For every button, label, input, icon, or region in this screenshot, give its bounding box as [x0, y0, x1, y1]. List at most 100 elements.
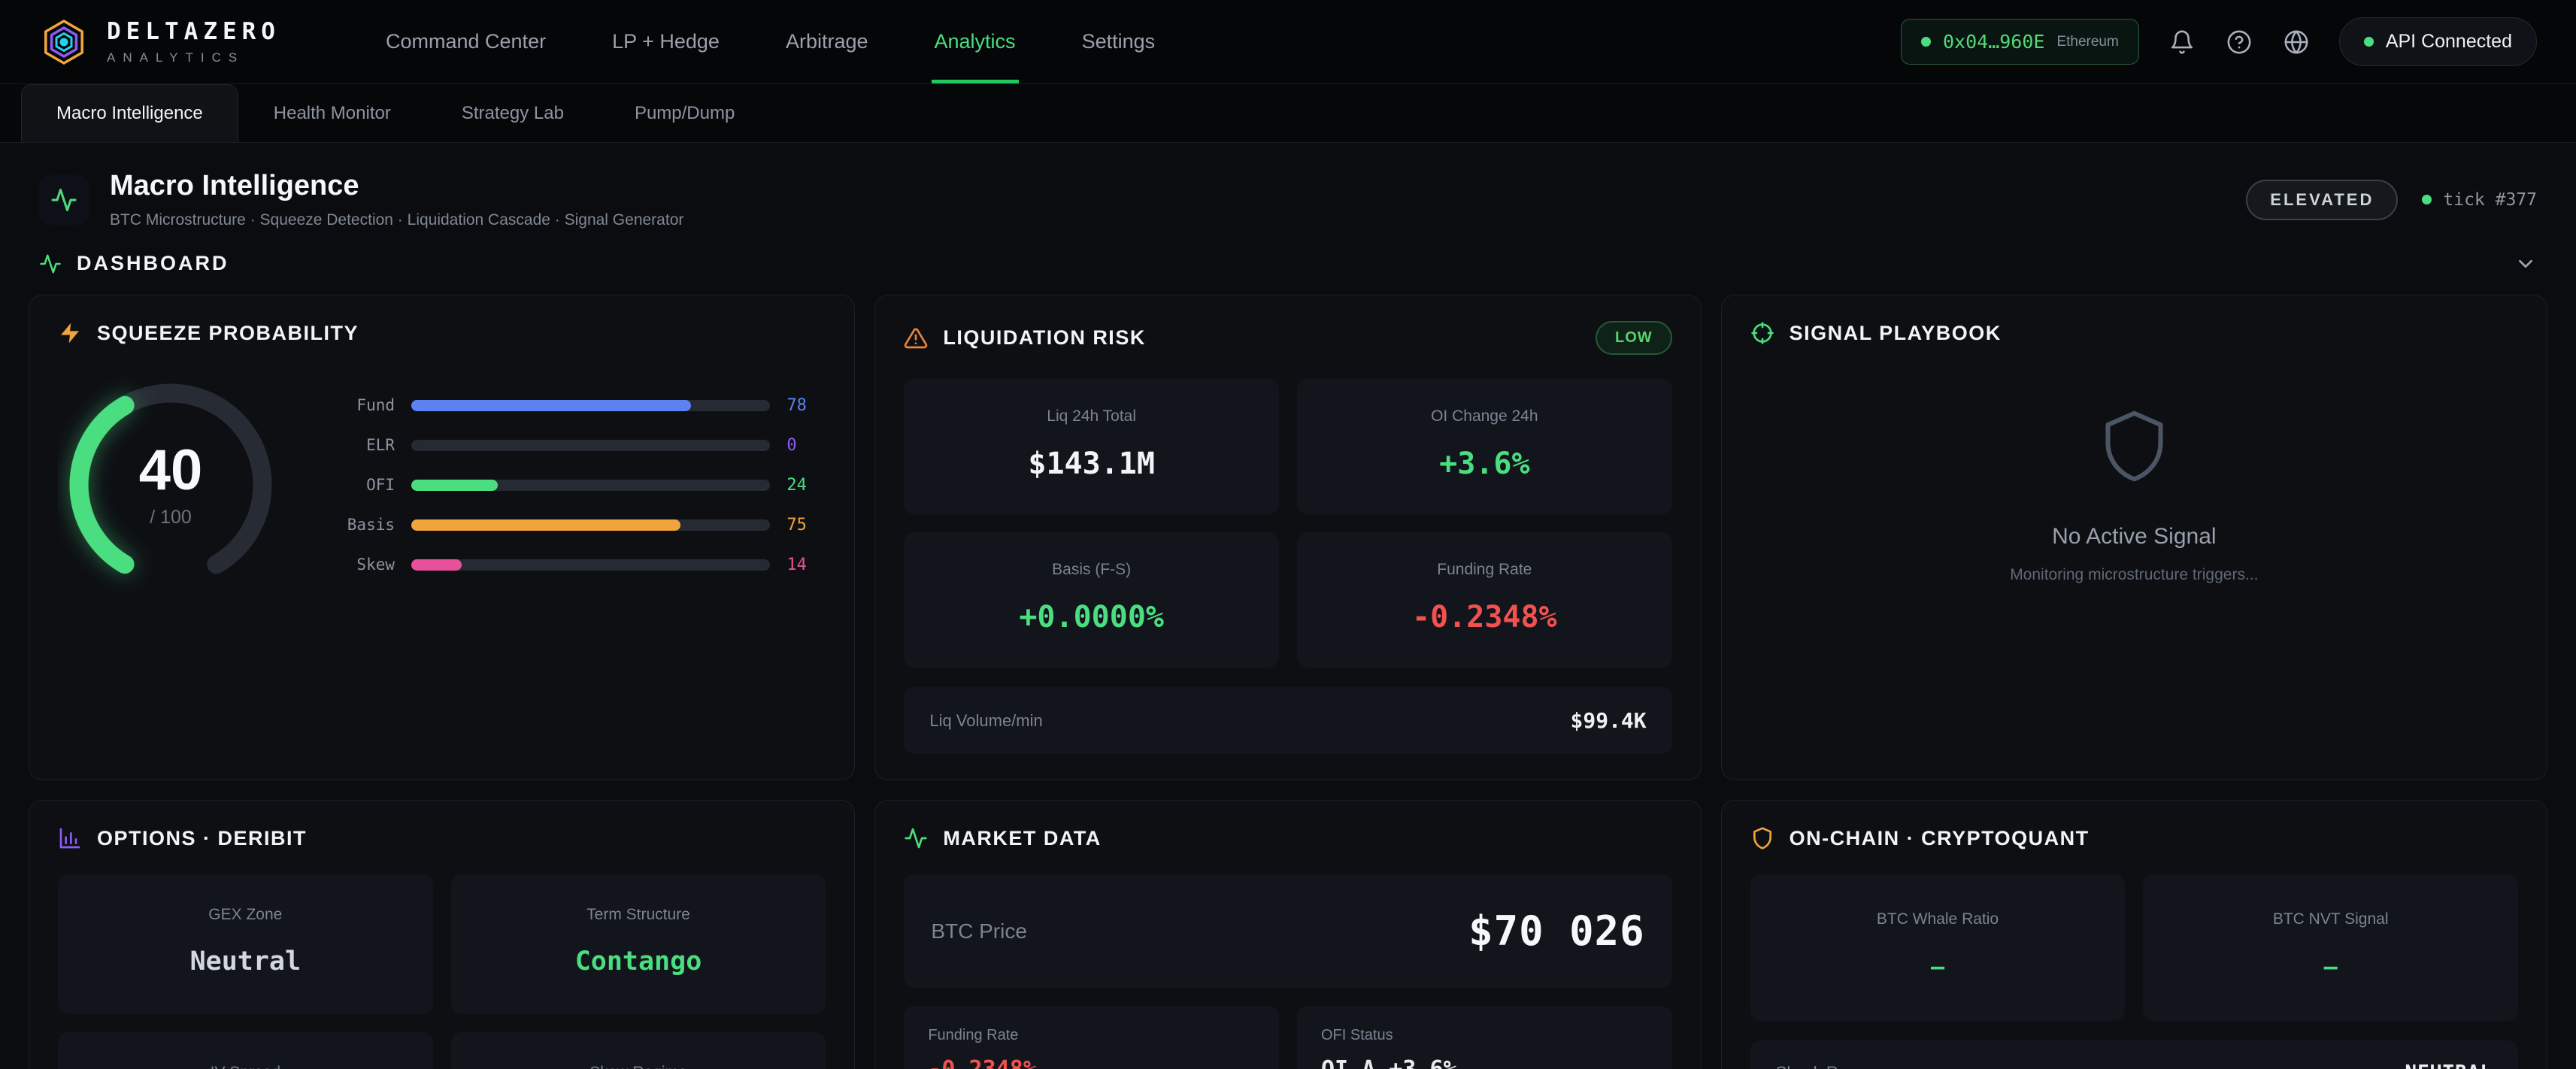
help-button[interactable]	[2225, 28, 2253, 56]
stat-liq-24h-total: Liq 24h Total $143.1M	[904, 379, 1279, 514]
stat-label: Funding Rate	[1437, 561, 1532, 578]
factor-bar-fill	[411, 559, 462, 571]
stat-label: Basis (F-S)	[1052, 561, 1132, 578]
factor-bar-track	[411, 519, 771, 531]
factor-row-fund: Fund 78	[327, 396, 826, 415]
brand-text: DELTAZERO ANALYTICS	[107, 18, 280, 65]
squeeze-factor-bars: Fund 78 ELR 0 OFI 24 Ba	[327, 396, 826, 574]
activity-icon	[905, 828, 927, 849]
card-header: SIGNAL PLAYBOOK	[1750, 321, 2518, 345]
activity-icon	[51, 188, 77, 211]
globe-icon	[2284, 30, 2308, 53]
squeeze-probability-card: SQUEEZE PROBABILITY 40 / 100 Fund	[29, 295, 856, 780]
tab-macro-intelligence[interactable]: Macro Intelligence	[21, 84, 238, 142]
stat-label: GEX Zone	[208, 906, 283, 923]
row-value: NEUTRAL	[2405, 1061, 2493, 1069]
bar-chart-icon	[59, 828, 80, 849]
nav-arbitrage[interactable]: Arbitrage	[785, 30, 868, 53]
price-label: BTC Price	[931, 919, 1027, 943]
btc-price-row: BTC Price $70 026	[904, 874, 1672, 988]
top-bar-right: 0x04…960E Ethereum API Connected	[1900, 17, 2537, 66]
no-signal-subtitle: Monitoring microstructure triggers...	[2010, 565, 2259, 583]
stat-skew-regime: Skew Regime Neutral	[450, 1032, 826, 1069]
stat-value: +3.6%	[1439, 447, 1530, 481]
onchain-stats: BTC Whale Ratio — BTC NVT Signal —	[1750, 874, 2518, 1021]
factor-label: OFI	[366, 476, 395, 494]
row-label: Shock Response	[1776, 1063, 1901, 1069]
options-stats: GEX Zone Neutral Term Structure Contango…	[58, 874, 826, 1069]
brand-name: DELTAZERO	[107, 18, 280, 45]
factor-row-basis: Basis 75	[327, 516, 826, 534]
chevron-down-icon[interactable]	[2514, 253, 2537, 275]
brand[interactable]: DELTAZERO ANALYTICS	[39, 17, 280, 67]
card-header: OPTIONS · DERIBIT	[58, 826, 826, 850]
stat-label: IV Spread	[73, 1064, 418, 1069]
page-title-block: Macro Intelligence BTC Microstructure · …	[110, 170, 683, 229]
nav-settings[interactable]: Settings	[1081, 30, 1156, 53]
factor-bar-fill	[411, 399, 692, 411]
stat-label: OI Change 24h	[1431, 407, 1538, 425]
options-deribit-card: OPTIONS · DERIBIT GEX Zone Neutral Term …	[29, 800, 856, 1069]
stat-value: $143.1M	[1028, 447, 1155, 481]
gauge-arc	[69, 383, 272, 586]
card-header: SQUEEZE PROBABILITY	[58, 321, 826, 345]
tick-status-dot	[2422, 195, 2432, 204]
section-title: DASHBOARD	[77, 252, 229, 274]
factor-label: Basis	[347, 516, 395, 534]
nav-command-center[interactable]: Command Center	[385, 30, 547, 53]
dashboard-grid: SQUEEZE PROBABILITY 40 / 100 Fund	[0, 295, 2576, 1069]
gauge-value-block: 40 / 100	[58, 372, 283, 598]
card-title: MARKET DATA	[943, 826, 1102, 849]
page-subtitle: BTC Microstructure · Squeeze Detection ·…	[110, 211, 684, 229]
squeeze-body: 40 / 100 Fund 78 ELR 0	[58, 369, 826, 598]
stat-value: Neutral	[189, 946, 302, 977]
page-header-right: ELEVATED tick #377	[2246, 179, 2537, 220]
squeeze-gauge: 40 / 100	[58, 372, 283, 598]
tab-pump-dump[interactable]: Pump/Dump	[634, 102, 735, 123]
dashboard-section-header: DASHBOARD	[0, 241, 2576, 295]
stat-value: —	[2323, 954, 2338, 980]
card-title: LIQUIDATION RISK	[943, 326, 1146, 349]
lightning-bolt-icon	[61, 323, 79, 344]
shock-response-row: Shock Response NEUTRAL	[1750, 1040, 2518, 1069]
factor-label: Skew	[356, 556, 395, 574]
nav-lp-hedge[interactable]: LP + Hedge	[612, 30, 720, 53]
nav-analytics[interactable]: Analytics	[902, 0, 1049, 83]
page-header: Macro Intelligence BTC Microstructure · …	[0, 143, 2576, 241]
liquidation-stats: Liq 24h Total $143.1M OI Change 24h +3.6…	[904, 379, 1672, 668]
tick-label: tick #377	[2443, 189, 2537, 210]
stat-basis-fs: Basis (F-S) +0.0000%	[904, 532, 1279, 668]
signal-playbook-card: SIGNAL PLAYBOOK No Active Signal Monitor…	[1720, 295, 2547, 780]
card-title: OPTIONS · DERIBIT	[97, 826, 308, 849]
card-title: ON-CHAIN · CRYPTOQUANT	[1789, 826, 2090, 849]
stat-ofi-status: OFI Status OI Δ +3.6%	[1296, 1006, 1672, 1069]
gauge-value: 40	[138, 438, 203, 502]
stat-value: —	[1930, 954, 1945, 980]
crosshair-icon	[1750, 322, 1774, 344]
factor-bar-track	[411, 439, 771, 451]
brand-hexagon-icon	[44, 19, 84, 65]
brand-subtitle: ANALYTICS	[107, 50, 245, 65]
factor-bar-fill	[411, 479, 498, 491]
factor-value: 75	[786, 515, 807, 534]
card-header: MARKET DATA	[904, 826, 1671, 850]
page-icon	[39, 174, 89, 225]
wallet-address: 0x04…960E	[1942, 31, 2045, 53]
language-button[interactable]	[2282, 28, 2311, 56]
notifications-button[interactable]	[2168, 28, 2196, 56]
onchain-cryptoquant-card: ON-CHAIN · CRYPTOQUANT BTC Whale Ratio —…	[1720, 800, 2547, 1069]
wallet-button[interactable]: 0x04…960E Ethereum	[1900, 19, 2139, 65]
wallet-status-dot	[1920, 37, 1931, 47]
tab-health-monitor[interactable]: Health Monitor	[273, 102, 391, 123]
tab-bar: Macro Intelligence Health Monitor Strate…	[0, 84, 2576, 143]
stat-value: -0.2348%	[928, 1056, 1255, 1069]
price-value: $70 026	[1468, 907, 1645, 955]
signal-empty-state: No Active Signal Monitoring microstructu…	[1750, 369, 2518, 617]
stat-label: BTC Whale Ratio	[1876, 910, 1999, 928]
stat-label: Skew Regime	[466, 1064, 811, 1069]
factor-bar-track	[411, 399, 771, 411]
factor-value: 14	[786, 555, 807, 574]
tab-strategy-lab[interactable]: Strategy Lab	[461, 102, 564, 123]
factor-value: 24	[786, 475, 807, 495]
stat-value: +0.0000%	[1019, 600, 1164, 634]
